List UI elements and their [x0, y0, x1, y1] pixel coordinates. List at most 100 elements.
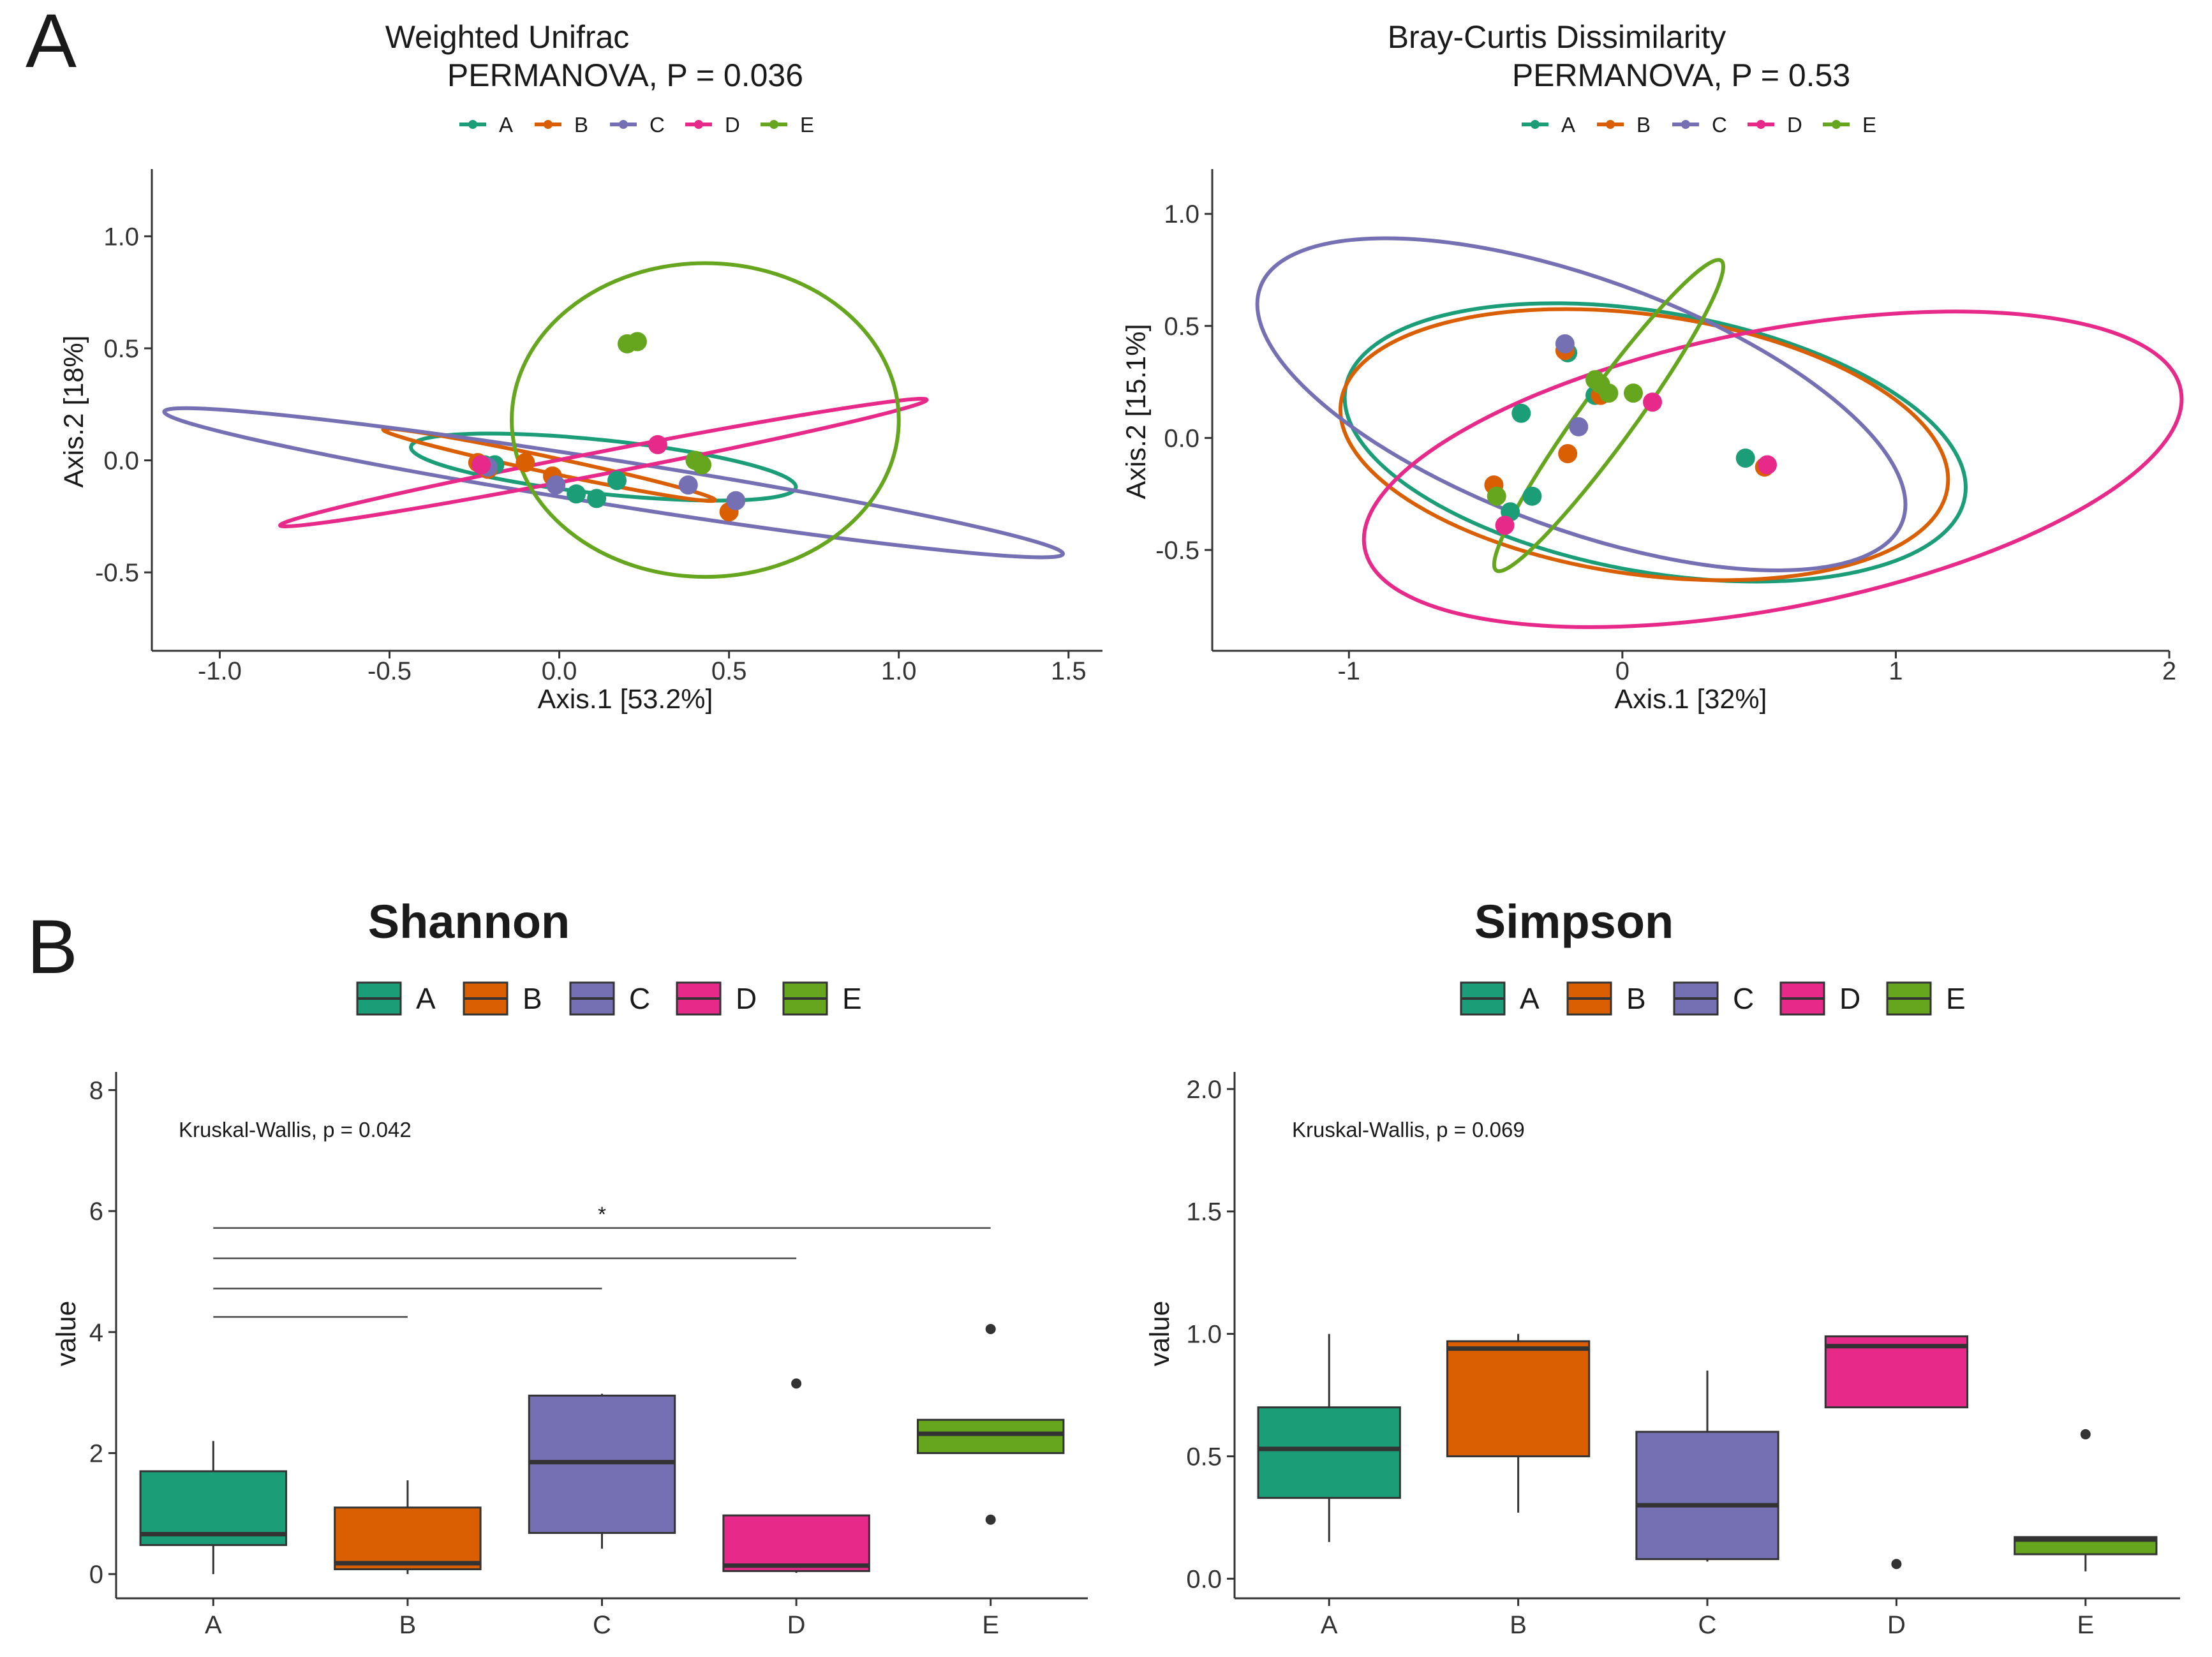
- legend-key-dot: [544, 120, 553, 129]
- legend-label-c: C: [649, 113, 665, 137]
- x-tick-label: D: [787, 1611, 806, 1639]
- kruskal-wallis-annotation: Kruskal-Wallis, p = 0.042: [179, 1118, 412, 1141]
- legend-label-d: D: [1839, 982, 1860, 1015]
- point-a: [1522, 486, 1542, 506]
- outlier-e: [985, 1514, 996, 1525]
- y-tick-label: 1.0: [1186, 1321, 1222, 1349]
- legend-label-a: A: [1561, 113, 1575, 137]
- x-tick-label: 0: [1615, 657, 1629, 685]
- point-e: [1585, 370, 1605, 390]
- x-axis-label: Axis.1 [53.2%]: [538, 684, 713, 715]
- outlier-d: [791, 1378, 802, 1389]
- point-a: [587, 489, 607, 509]
- y-tick-label: 2.0: [1186, 1076, 1222, 1104]
- y-tick-label: 0.5: [103, 335, 139, 363]
- ellipse-b: [1338, 307, 1950, 583]
- point-e: [1487, 486, 1506, 506]
- x-tick-label: 1.5: [1051, 657, 1087, 685]
- point-a: [607, 471, 627, 491]
- point-d: [471, 455, 491, 475]
- simpson-chart: Simpson Kruskal-Wallis, p = 0.069 value …: [1145, 895, 2180, 1639]
- ellipse-e: [510, 261, 901, 579]
- y-tick-label: 1.0: [1164, 200, 1199, 228]
- ellipse-c: [162, 406, 1065, 560]
- kruskal-wallis-annotation: Kruskal-Wallis, p = 0.069: [1292, 1118, 1525, 1141]
- y-axis-label: value: [51, 1301, 82, 1367]
- legend-label-b: B: [1626, 982, 1646, 1015]
- ellipse-d: [278, 397, 929, 529]
- significance-label: *: [598, 1203, 606, 1226]
- legend-label-c: C: [1712, 113, 1727, 137]
- point-c: [1569, 417, 1589, 436]
- point-d: [1643, 392, 1662, 412]
- point-b: [1558, 443, 1578, 463]
- y-tick-label: 0.0: [1186, 1565, 1222, 1593]
- ellipse-c: [1255, 236, 1908, 572]
- x-tick-label: B: [399, 1611, 417, 1639]
- y-axis-label: value: [1145, 1301, 1175, 1367]
- x-tick-label: 1: [1889, 657, 1903, 685]
- x-tick-label: -1: [1337, 657, 1360, 685]
- point-d: [1495, 516, 1515, 535]
- x-tick-label: A: [205, 1611, 222, 1639]
- legend-label-b: B: [1637, 113, 1651, 137]
- box-d: [722, 1514, 870, 1572]
- y-tick-label: -0.5: [1155, 537, 1199, 565]
- y-tick-label: 4: [89, 1319, 103, 1347]
- y-tick-label: 8: [89, 1076, 103, 1104]
- y-axis-label: Axis.2 [18%]: [59, 336, 89, 488]
- legend-label-d: D: [725, 113, 740, 137]
- point-c: [678, 475, 698, 495]
- point-d: [1758, 455, 1777, 475]
- legend-label-c: C: [629, 982, 650, 1015]
- legend-key-dot: [1832, 120, 1841, 129]
- x-tick-label: 0.0: [542, 657, 577, 685]
- y-axis-label: Axis.2 [15.1%]: [1121, 324, 1152, 500]
- legend-label-e: E: [1946, 982, 1966, 1015]
- chart-title: Simpson: [1474, 895, 1674, 948]
- box-e: [916, 1418, 1065, 1454]
- legend-key-dot: [1606, 120, 1615, 129]
- point-c: [1555, 334, 1575, 353]
- chart-title: Weighted Unifrac: [385, 19, 630, 55]
- chart-subtitle: PERMANOVA, P = 0.53: [1512, 57, 1850, 93]
- x-tick-label: B: [1510, 1611, 1527, 1639]
- chart-title: Bray-Curtis Dissimilarity: [1388, 19, 1726, 55]
- legend-key-dot: [468, 120, 477, 129]
- legend-label-b: B: [523, 982, 542, 1015]
- y-tick-label: 0.0: [1164, 424, 1199, 452]
- point-c: [546, 475, 566, 495]
- weighted-unifrac-chart: Weighted Unifrac PERMANOVA, P = 0.036 Ax…: [59, 19, 1102, 715]
- legend-key-dot: [619, 120, 628, 129]
- y-tick-label: 6: [89, 1198, 103, 1226]
- legend-key-dot: [694, 120, 703, 129]
- legend-label-a: A: [499, 113, 513, 137]
- box-c: [1635, 1430, 1779, 1561]
- legend-label-e: E: [1862, 113, 1876, 137]
- x-tick-label: 2: [2162, 657, 2176, 685]
- legend-label-d: D: [736, 982, 757, 1015]
- legend-key-dot: [1531, 120, 1540, 129]
- y-tick-label: -0.5: [95, 559, 139, 587]
- y-tick-label: 1.0: [103, 223, 139, 251]
- legend-label-c: C: [1733, 982, 1754, 1015]
- x-tick-label: D: [1887, 1611, 1906, 1639]
- outlier-d: [1891, 1559, 1902, 1570]
- x-tick-label: 0.5: [711, 657, 747, 685]
- bray-curtis-chart: Bray-Curtis Dissimilarity PERMANOVA, P =…: [1121, 19, 2184, 715]
- y-tick-label: 0.5: [1164, 313, 1199, 341]
- legend-key-dot: [769, 120, 778, 129]
- box-b: [1446, 1340, 1591, 1457]
- y-tick-label: 2: [89, 1439, 103, 1468]
- point-e: [627, 332, 647, 352]
- x-axis-label: Axis.1 [32%]: [1615, 684, 1767, 715]
- point-e: [1624, 383, 1643, 403]
- legend-label-e: E: [800, 113, 814, 137]
- legend-label-a: A: [1520, 982, 1540, 1015]
- chart-title: Shannon: [368, 895, 570, 948]
- legend-label-b: B: [574, 113, 588, 137]
- legend-label-d: D: [1787, 113, 1802, 137]
- point-c: [726, 491, 746, 510]
- legend-label-e: E: [842, 982, 862, 1015]
- outlier-e: [2080, 1429, 2091, 1439]
